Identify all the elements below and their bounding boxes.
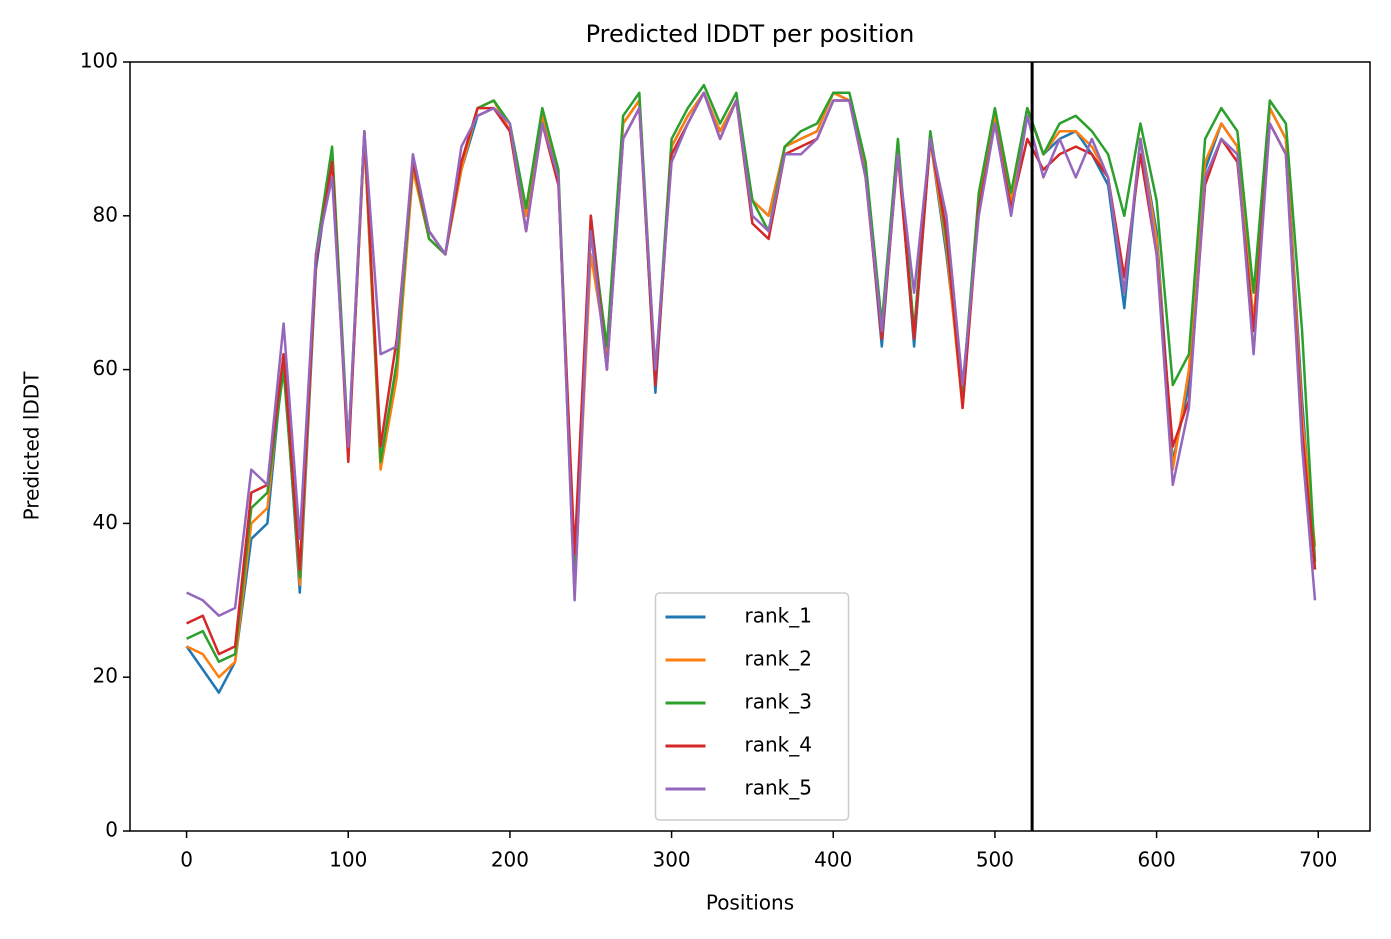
series-line xyxy=(186,91,1317,617)
plot-frame xyxy=(129,61,1371,832)
y-tick-label: 40 xyxy=(93,510,118,534)
x-tick-label: 300 xyxy=(652,848,690,872)
legend-label: rank_1 xyxy=(745,604,812,628)
y-tick-label: 80 xyxy=(93,202,118,226)
x-tick-label: 200 xyxy=(491,848,529,872)
chart-title: Predicted lDDT per position xyxy=(586,20,915,48)
x-tick-label: 700 xyxy=(1299,848,1337,872)
x-tick-label: 100 xyxy=(329,848,367,872)
legend-label: rank_4 xyxy=(745,733,812,757)
x-tick-label: 600 xyxy=(1138,848,1176,872)
legend-label: rank_2 xyxy=(745,647,812,671)
legend-label: rank_3 xyxy=(745,690,812,714)
y-tick-label: 0 xyxy=(105,818,118,842)
legend-box xyxy=(654,592,850,821)
x-tick-label: 500 xyxy=(976,848,1014,872)
y-tick-label: 20 xyxy=(93,664,118,688)
x-tick-label: 400 xyxy=(814,848,852,872)
y-axis-label: Predicted lDDT xyxy=(20,371,44,521)
x-tick-label: 0 xyxy=(180,848,193,872)
legend-label: rank_5 xyxy=(745,776,812,800)
x-axis-label: Positions xyxy=(706,891,794,915)
y-tick-label: 60 xyxy=(93,356,118,380)
y-tick-label: 100 xyxy=(80,49,118,73)
